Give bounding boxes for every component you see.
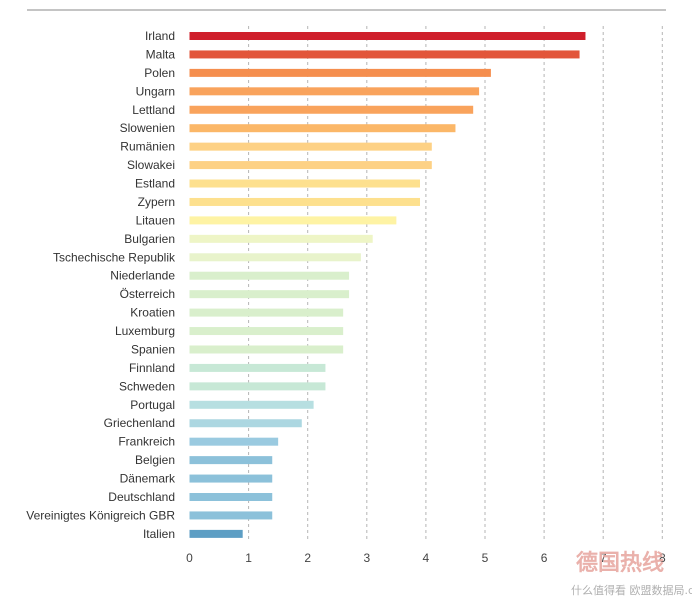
bar: [189, 253, 361, 262]
category-label: Slowakei: [127, 158, 175, 172]
category-label: Portugal: [130, 398, 175, 412]
category-label: Deutschland: [108, 490, 175, 504]
bar: [189, 32, 586, 40]
bar: [189, 87, 480, 96]
x-tick-label: 8: [659, 551, 666, 565]
category-label: Frankreich: [118, 435, 175, 449]
x-tick-label: 3: [363, 551, 370, 565]
watermark-sub: 什么值得看 欧盟数据局.de: [571, 583, 692, 597]
x-tick-label: 2: [304, 551, 311, 565]
x-axis-ticks: 0 1 2 3 4 5 6 7 8: [186, 551, 666, 565]
category-label: Rumänien: [120, 140, 175, 154]
x-tick-label: 5: [482, 551, 489, 565]
category-label: Litauen: [136, 213, 175, 227]
bar: [189, 68, 491, 77]
bars: [189, 32, 586, 538]
bar: [189, 345, 344, 354]
category-label: Finnland: [129, 361, 175, 375]
bar: [189, 50, 580, 59]
x-tick-label: 0: [186, 551, 193, 565]
category-label: Bulgarien: [124, 232, 175, 246]
bar: [189, 474, 273, 483]
x-tick-label: 6: [541, 551, 548, 565]
bar: [189, 493, 273, 501]
watermark-brand: 德国热线: [576, 550, 664, 576]
bar: [189, 400, 314, 409]
category-label: Lettland: [132, 103, 175, 117]
category-label: Italien: [143, 527, 175, 541]
category-label: Malta: [146, 47, 176, 61]
category-label: Irland: [145, 29, 175, 43]
bar: [189, 105, 474, 114]
category-label: Luxemburg: [115, 324, 175, 338]
bar: [189, 308, 344, 317]
bar: [189, 179, 420, 188]
bar: [189, 437, 279, 446]
category-labels: Irland Malta Polen Ungarn Lettland Slowenien R…: [26, 29, 176, 541]
category-label: Slowenien: [120, 121, 175, 135]
category-label: Zypern: [138, 195, 175, 209]
x-tick-label: 4: [423, 551, 430, 565]
watermark: 德国热线 什么值得看 欧盟数据局.de: [571, 550, 692, 597]
category-label: Griechenland: [104, 416, 175, 430]
category-label: Niederlande: [110, 269, 175, 283]
bar: [189, 529, 243, 538]
bar: [189, 290, 350, 299]
category-label: Estland: [135, 177, 175, 191]
bar: [189, 216, 397, 225]
bar: [189, 419, 302, 428]
category-label: Schweden: [119, 379, 175, 393]
category-label: Tschechische Republik: [53, 250, 176, 264]
bar: [189, 142, 432, 151]
bar: [189, 327, 344, 336]
bar: [189, 234, 373, 243]
category-label: Österreich: [120, 287, 175, 301]
category-label: Spanien: [131, 342, 175, 356]
x-tick-label: 1: [245, 551, 252, 565]
bar: [189, 363, 326, 372]
category-label: Polen: [144, 66, 175, 80]
bar: [189, 124, 456, 133]
category-label: Belgien: [135, 453, 175, 467]
category-label: Dänemark: [120, 472, 176, 486]
bar: [189, 382, 326, 391]
x-tick-label: 7: [600, 551, 607, 565]
category-label: Vereinigtes Königreich GBR: [26, 508, 175, 522]
bar: [189, 197, 420, 206]
bar: [189, 271, 350, 280]
category-label: Ungarn: [136, 84, 175, 98]
bar: [189, 161, 432, 170]
bar: [189, 511, 273, 520]
category-label: Kroatien: [130, 306, 175, 320]
bar: [189, 456, 273, 465]
grid-lines: [248, 26, 663, 541]
